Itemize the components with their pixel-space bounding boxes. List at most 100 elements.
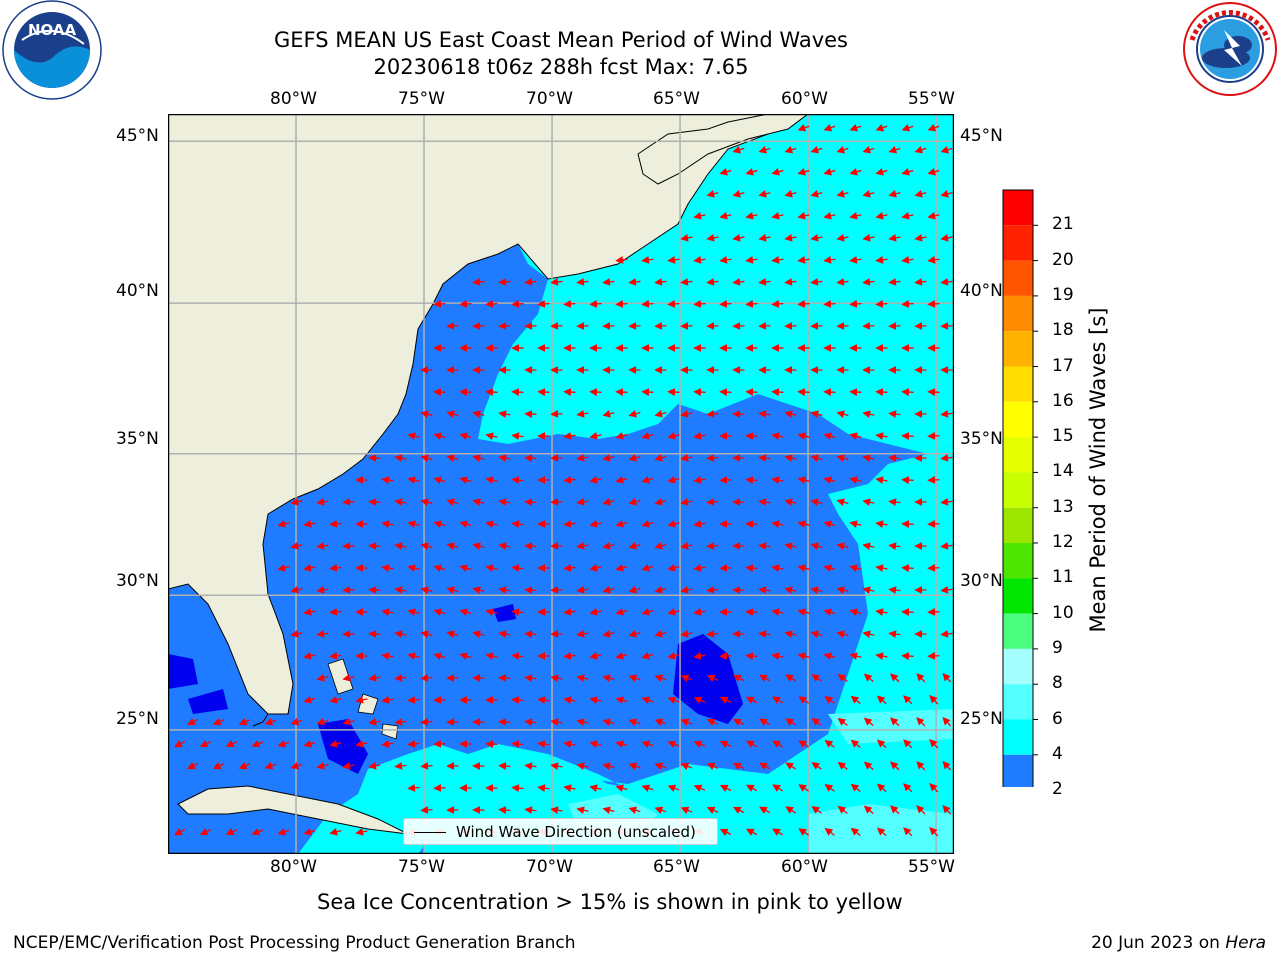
wind-wave-arrow <box>927 167 940 176</box>
wind-wave-arrow <box>420 630 433 639</box>
wind-wave-arrow <box>459 388 472 396</box>
wind-wave-arrow <box>771 608 784 617</box>
wind-wave-arrow <box>888 145 901 154</box>
wind-wave-arrow <box>563 564 576 572</box>
wind-wave-arrow <box>615 607 628 616</box>
wind-wave-arrow <box>628 629 641 638</box>
wind-wave-arrow <box>303 519 316 528</box>
wind-wave-arrow <box>576 762 589 771</box>
wind-wave-arrow <box>824 695 835 704</box>
wind-wave-arrow <box>498 630 511 639</box>
wind-wave-arrow <box>914 145 927 154</box>
colorbar-band <box>1003 190 1033 226</box>
lon-tick-bottom: 55°W <box>908 857 955 877</box>
wind-wave-arrow <box>784 542 797 551</box>
wind-wave-arrow <box>290 541 303 550</box>
wind-wave-arrow <box>602 718 615 727</box>
colorbar-tick-label: 9 <box>1052 637 1063 658</box>
lat-tick-left: 30°N <box>116 571 159 591</box>
wind-wave-arrow <box>940 542 953 550</box>
wind-wave-arrow <box>732 278 745 286</box>
wind-wave-arrow <box>641 475 654 484</box>
wind-wave-arrow <box>186 762 199 770</box>
wind-wave-arrow <box>849 476 862 485</box>
wind-wave-arrow <box>745 520 758 528</box>
wind-wave-arrow <box>420 586 433 595</box>
wind-wave-arrow <box>641 256 654 264</box>
lat-tick-left: 45°N <box>116 126 159 146</box>
wind-wave-arrow <box>837 805 848 814</box>
wind-wave-arrow <box>446 542 459 551</box>
wind-wave-arrow <box>797 300 810 308</box>
wind-wave-arrow <box>485 520 498 529</box>
wind-wave-arrow <box>876 695 887 705</box>
colorbar <box>1002 189 1038 787</box>
wind-wave-arrow <box>667 784 680 793</box>
wind-wave-arrow <box>849 167 862 176</box>
wind-wave-arrow <box>680 762 693 770</box>
wind-wave-arrow <box>875 520 888 529</box>
wind-wave-arrow <box>368 717 381 726</box>
wind-wave-arrow <box>929 783 939 793</box>
wind-wave-arrow <box>940 189 953 198</box>
wind-wave-arrow <box>238 718 251 726</box>
wind-wave-arrow <box>472 278 485 286</box>
wind-wave-arrow <box>785 718 796 726</box>
wind-wave-arrow <box>576 629 589 638</box>
wind-wave-arrow <box>914 233 927 242</box>
wind-wave-arrow <box>667 651 680 660</box>
wind-wave-arrow <box>745 256 758 264</box>
wind-wave-arrow <box>550 586 563 594</box>
wind-wave-arrow <box>901 300 914 308</box>
wind-wave-arrow <box>485 388 498 396</box>
wind-wave-arrow <box>927 388 940 396</box>
wind-wave-arrow <box>563 740 576 749</box>
colorbar-tick-label: 21 <box>1052 214 1074 235</box>
wind-wave-arrow <box>863 761 874 771</box>
wind-wave-arrow <box>771 564 784 573</box>
wind-wave-arrow <box>927 608 940 616</box>
wind-wave-arrow <box>303 695 316 704</box>
wind-wave-arrow <box>901 211 914 220</box>
wind-wave-arrow <box>355 827 368 836</box>
wind-wave-arrow <box>797 211 810 220</box>
wind-wave-arrow <box>784 498 797 507</box>
wind-wave-arrow <box>277 827 290 836</box>
wind-wave-arrow <box>706 674 719 682</box>
wind-wave-arrow <box>394 586 407 595</box>
wind-wave-arrow <box>850 783 861 792</box>
wind-wave-arrows <box>174 123 953 837</box>
colorbar-band <box>1003 366 1033 402</box>
wind-wave-arrow <box>407 432 420 441</box>
wind-wave-arrow <box>693 696 706 704</box>
wind-wave-arrow <box>746 828 758 836</box>
wind-wave-arrow <box>745 476 758 484</box>
colorbar-tick-label: 8 <box>1052 673 1063 694</box>
wind-wave-arrow <box>472 542 485 551</box>
wind-wave-arrow <box>732 145 745 154</box>
wind-wave-arrow <box>654 453 667 462</box>
colorbar-band <box>1003 613 1033 649</box>
wind-wave-arrow <box>823 608 836 617</box>
wind-wave-arrow <box>888 630 901 638</box>
wind-wave-arrow <box>810 586 823 595</box>
wind-wave-arrow <box>355 695 368 704</box>
wind-wave-arrow <box>798 740 809 748</box>
wind-wave-arrow <box>550 762 563 771</box>
wind-wave-arrow <box>654 674 667 683</box>
wind-wave-arrow <box>589 563 602 572</box>
map-legend: Wind Wave Direction (unscaled) <box>403 818 718 845</box>
wind-wave-arrow <box>472 498 485 507</box>
wind-wave-arrow <box>550 498 563 506</box>
wind-wave-arrow <box>810 278 823 286</box>
wind-wave-arrow <box>901 432 914 440</box>
wind-wave-arrow <box>511 784 524 792</box>
wind-wave-arrow <box>472 586 485 595</box>
wind-wave-arrow <box>277 563 290 572</box>
wind-wave-arrow <box>758 189 771 198</box>
wind-wave-arrow <box>746 696 758 704</box>
wind-wave-arrow <box>810 542 823 551</box>
wind-wave-arrow <box>940 410 953 418</box>
wind-wave-arrow <box>433 652 446 661</box>
wind-wave-arrow <box>615 784 628 793</box>
